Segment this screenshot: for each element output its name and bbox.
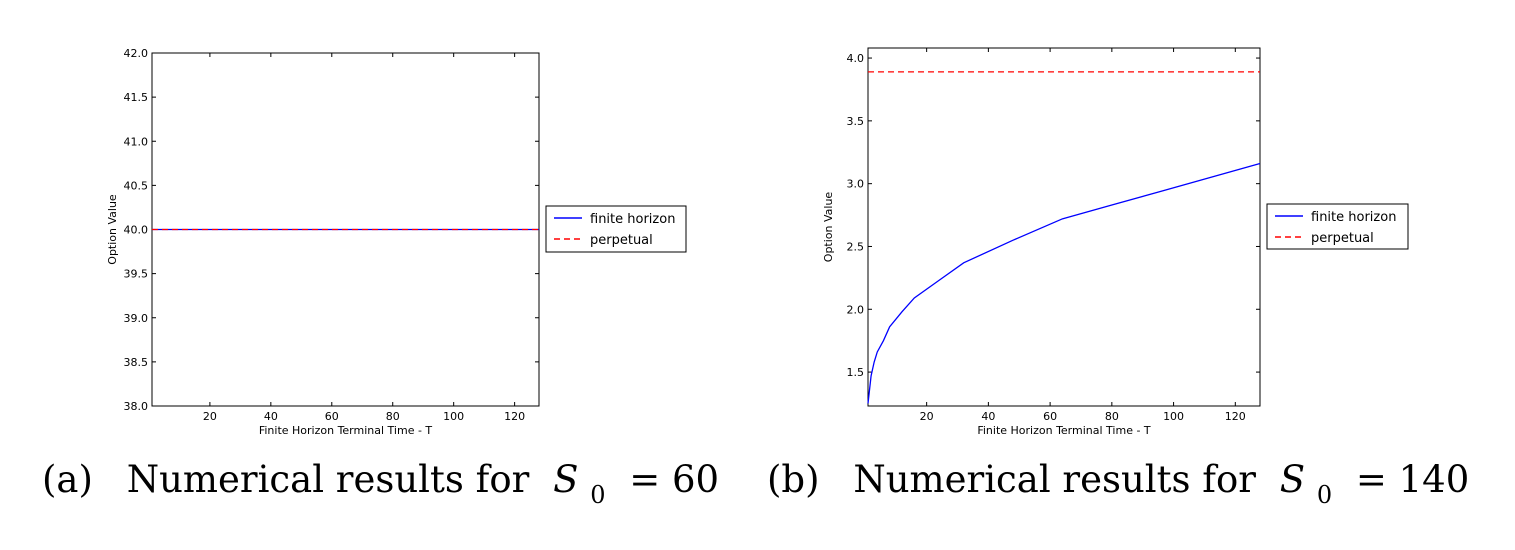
caption-a-relation: = 60 (629, 458, 719, 501)
legend-label-finite-horizon: finite horizon (1311, 210, 1396, 225)
x-axis-label: Finite Horizon Terminal Time - T (259, 424, 433, 437)
legend-label-perpetual: perpetual (590, 233, 653, 248)
legend-box (545, 205, 687, 253)
x-tick-label: 20 (920, 410, 934, 423)
y-tick-label: 2.0 (847, 303, 865, 316)
caption-a-subscript: 0 (590, 481, 605, 509)
y-tick-label: 3.5 (847, 115, 865, 128)
chart-b: Finite Horizon Terminal Time - T Option … (767, 47, 1469, 512)
legend-label-finite-horizon: finite horizon (590, 212, 675, 227)
caption-b-text: Numerical results for (853, 458, 1256, 501)
y-tick-label: 39.0 (124, 312, 149, 325)
x-axis-label: Finite Horizon Terminal Time - T (977, 424, 1151, 437)
y-tick-label: 38.0 (124, 400, 149, 413)
x-tick-label: 40 (264, 410, 278, 423)
y-tick-label: 1.5 (847, 366, 865, 379)
y-tick-label: 3.0 (847, 178, 865, 191)
y-tick-label: 39.5 (124, 268, 149, 281)
caption-b: (b) Numerical results for S 0 = 140 (767, 458, 1469, 512)
x-tick-label: 80 (1105, 410, 1119, 423)
series-finite-horizon-line (867, 162, 1261, 404)
y-axis-label: Option Value (106, 194, 119, 265)
y-tick-label: 42.0 (124, 47, 149, 60)
x-tick-label: 60 (325, 410, 339, 423)
caption-a-text: Numerical results for (127, 458, 530, 501)
y-tick-label: 40.5 (124, 179, 149, 192)
legend: finite horizon perpetual (1266, 203, 1409, 250)
plot-area (867, 47, 1261, 407)
y-tick-label: 41.5 (124, 91, 149, 104)
x-tick-label: 60 (1043, 410, 1057, 423)
caption-a-variable: S (553, 458, 578, 501)
x-tick-label: 120 (504, 410, 525, 423)
y-tick-label: 38.5 (124, 356, 149, 369)
legend: finite horizon perpetual (545, 205, 687, 253)
legend-label-perpetual: perpetual (1311, 231, 1374, 246)
x-tick-label: 100 (1163, 410, 1184, 423)
x-tick-label: 120 (1225, 410, 1246, 423)
caption-b-variable: S (1280, 458, 1305, 501)
caption-a: (a) Numerical results for S 0 = 60 (42, 458, 719, 512)
caption-b-label: (b) (767, 458, 820, 501)
x-tick-label: 20 (203, 410, 217, 423)
y-tick-label: 2.5 (847, 240, 865, 253)
y-tick-label: 4.0 (847, 52, 865, 65)
y-tick-label: 41.0 (124, 135, 149, 148)
x-tick-label: 40 (981, 410, 995, 423)
y-axis-label: Option Value (822, 192, 835, 263)
caption-b-subscript: 0 (1317, 481, 1332, 509)
legend-box (1266, 203, 1409, 250)
caption-b-relation: = 140 (1356, 458, 1469, 501)
x-tick-label: 80 (386, 410, 400, 423)
chart-a: Finite Horizon Terminal Time - T Option … (42, 47, 719, 512)
x-tick-label: 100 (443, 410, 464, 423)
caption-a-label: (a) (42, 458, 93, 501)
y-tick-label: 40.0 (124, 224, 149, 237)
